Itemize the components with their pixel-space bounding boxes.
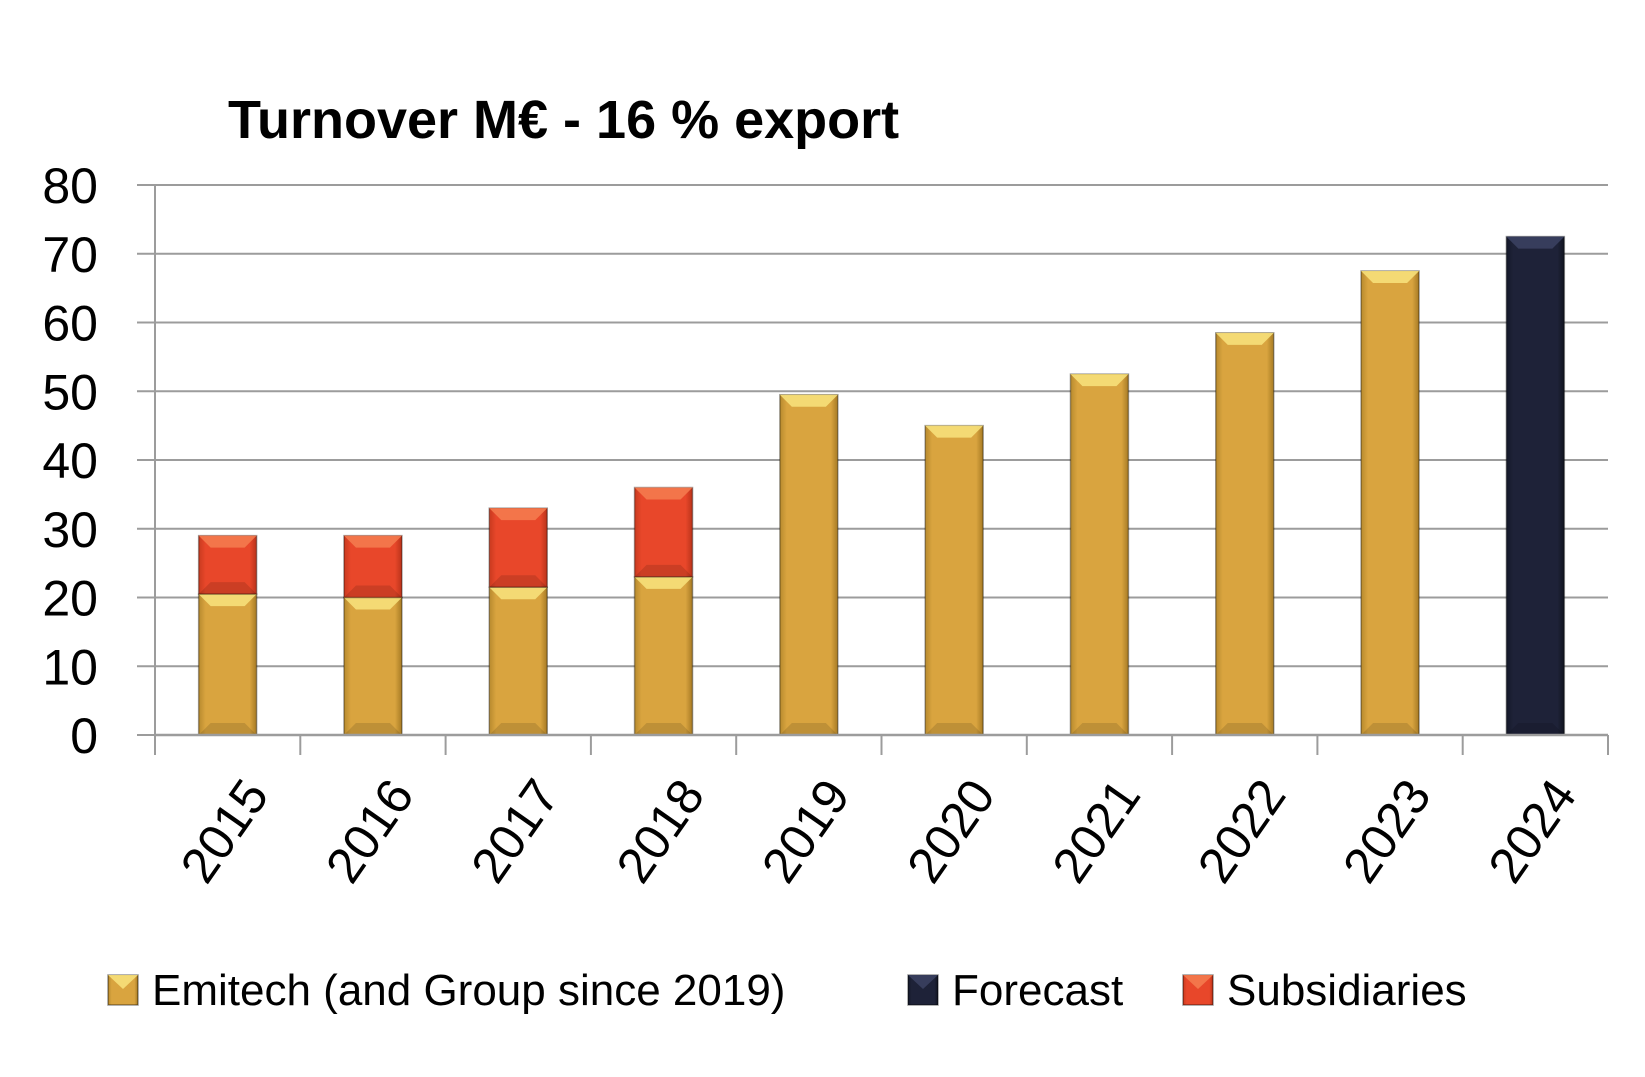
bar-bevel-top bbox=[634, 487, 693, 500]
bar-bevel-top bbox=[198, 594, 257, 607]
bar bbox=[779, 393, 839, 736]
x-tick-label: 2020 bbox=[896, 769, 1006, 892]
bar-bevel-bottom bbox=[1361, 723, 1420, 735]
bar-bevel-top bbox=[634, 576, 693, 589]
bar-bevel-bottom bbox=[343, 723, 402, 735]
x-tick-label: 2015 bbox=[170, 769, 280, 892]
x-tick-label: 2018 bbox=[606, 769, 716, 892]
y-tick-label: 30 bbox=[42, 502, 98, 558]
bar-bevel-top bbox=[343, 597, 402, 610]
axes bbox=[154, 185, 1609, 755]
x-tick-label: 2022 bbox=[1187, 769, 1297, 892]
bar-bevel-bottom bbox=[779, 723, 838, 735]
bar-body bbox=[779, 393, 839, 736]
bar bbox=[633, 486, 694, 578]
bar bbox=[1069, 373, 1130, 736]
x-tick-label: 2019 bbox=[751, 769, 861, 892]
bars bbox=[197, 235, 1566, 736]
y-tick-label: 80 bbox=[42, 158, 98, 214]
bar-bevel-top bbox=[489, 508, 548, 521]
x-axis-ticks: 2015 2016 2017 2018 2019 2020 2021 2022 2023 2024 bbox=[170, 769, 1587, 892]
x-tick-label: 2016 bbox=[315, 769, 425, 892]
bar-bevel-bottom bbox=[1215, 723, 1274, 735]
y-tick-label: 70 bbox=[42, 227, 98, 283]
bar-body bbox=[488, 586, 548, 736]
bar-bevel-bottom bbox=[634, 564, 693, 577]
bar-body bbox=[633, 576, 694, 736]
bar-body bbox=[197, 593, 258, 736]
bar bbox=[488, 586, 548, 736]
legend-label: Emitech (and Group since 2019) bbox=[152, 966, 785, 1015]
legend-item: Forecast bbox=[907, 966, 1123, 1015]
bar-bevel-bottom bbox=[489, 575, 548, 588]
bar-bevel-top bbox=[1215, 332, 1274, 345]
bar bbox=[924, 424, 984, 736]
bar-body bbox=[488, 507, 548, 588]
legend-swatch-bevel bbox=[1183, 975, 1213, 989]
y-tick-label: 50 bbox=[42, 364, 98, 420]
y-tick-label: 40 bbox=[42, 433, 98, 489]
bar-body bbox=[1215, 332, 1275, 736]
bar-bevel-top bbox=[1070, 374, 1129, 387]
bar-bevel-bottom bbox=[1506, 723, 1565, 735]
bar bbox=[1360, 270, 1420, 736]
bar bbox=[1505, 235, 1566, 736]
x-tick-label: 2024 bbox=[1477, 769, 1587, 892]
x-tick-label: 2023 bbox=[1332, 769, 1442, 892]
bar-bevel-bottom bbox=[1070, 723, 1129, 735]
bar-bevel-bottom bbox=[198, 723, 257, 735]
legend-label: Subsidiaries bbox=[1227, 966, 1467, 1015]
legend-swatch-bevel bbox=[108, 975, 138, 989]
bar-bevel-bottom bbox=[343, 585, 402, 598]
bar bbox=[343, 596, 403, 736]
legend-item: Emitech (and Group since 2019) bbox=[107, 966, 785, 1015]
bar-bevel-bottom bbox=[198, 582, 257, 595]
chart-title: Turnover M€ - 16 % export bbox=[228, 90, 899, 150]
bar-body bbox=[1505, 235, 1566, 736]
bar-bevel-bottom bbox=[489, 723, 548, 735]
x-tick-label: 2017 bbox=[460, 769, 570, 892]
y-tick-label: 20 bbox=[42, 571, 98, 627]
bar bbox=[1215, 332, 1275, 736]
y-tick-label: 10 bbox=[42, 639, 98, 695]
bar bbox=[197, 593, 258, 736]
bar-bevel-top bbox=[1361, 270, 1420, 283]
bar-body bbox=[1069, 373, 1130, 736]
y-tick-label: 0 bbox=[70, 708, 98, 764]
legend-swatch-bevel bbox=[908, 975, 938, 989]
bar bbox=[488, 507, 548, 588]
x-tick-label: 2021 bbox=[1041, 769, 1151, 892]
bar-body bbox=[924, 424, 984, 736]
bar-bevel-top bbox=[925, 425, 984, 438]
y-tick-label: 60 bbox=[42, 296, 98, 352]
legend-label: Forecast bbox=[952, 966, 1123, 1015]
legend: Emitech (and Group since 2019) Forecast Su… bbox=[107, 966, 1467, 1015]
bar-bevel-top bbox=[1506, 236, 1565, 249]
bar bbox=[633, 576, 694, 736]
legend-item: Subsidiaries bbox=[1182, 966, 1467, 1015]
bar bbox=[197, 534, 258, 595]
bar-body bbox=[343, 596, 403, 736]
bar-bevel-top bbox=[198, 535, 257, 548]
bar-bevel-bottom bbox=[925, 723, 984, 735]
bar-bevel-top bbox=[779, 394, 838, 407]
y-axis-ticks: 0 10 20 30 40 50 60 70 80 bbox=[42, 158, 155, 764]
bar-body bbox=[1360, 270, 1420, 736]
bar-bevel-bottom bbox=[634, 723, 693, 735]
bar-bevel-top bbox=[489, 587, 548, 600]
bar bbox=[343, 534, 403, 599]
bar-bevel-top bbox=[343, 535, 402, 548]
bar-body bbox=[633, 486, 694, 578]
